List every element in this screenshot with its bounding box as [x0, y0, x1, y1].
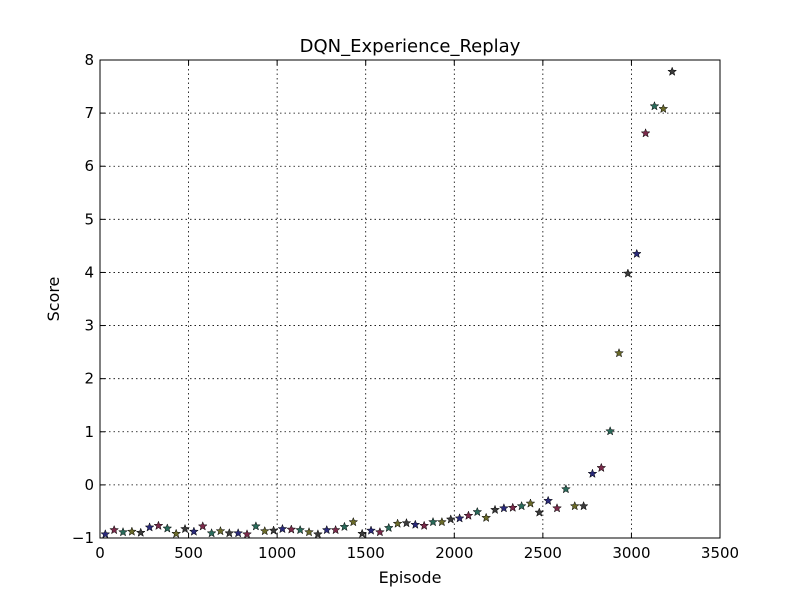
- data-point: [268, 525, 279, 535]
- data-point: [135, 527, 146, 537]
- data-point: [224, 528, 235, 538]
- y-tick-label: 7: [84, 104, 94, 122]
- data-point: [614, 347, 624, 358]
- data-point: [525, 498, 536, 508]
- data-point: [401, 517, 412, 528]
- data-point: [233, 528, 244, 538]
- data-point: [543, 495, 554, 506]
- data-point: [445, 514, 456, 524]
- data-point: [180, 523, 190, 534]
- y-tick-labels: −1 0 1 2 3 4 5 6 7 8: [72, 51, 94, 547]
- data-point: [153, 520, 164, 531]
- data-point: [126, 526, 137, 536]
- data-point: [463, 510, 474, 520]
- data-point: [206, 528, 217, 538]
- data-point: [578, 500, 589, 511]
- grid-lines: [100, 60, 720, 538]
- chart-title: DQN_Experience_Replay: [300, 36, 521, 57]
- data-point: [552, 503, 562, 513]
- data-point: [658, 103, 669, 114]
- plot-area-frame: [99, 59, 721, 539]
- data-point: [259, 525, 270, 536]
- data-point: [312, 529, 323, 539]
- y-tick-label: 6: [84, 157, 94, 175]
- data-point: [587, 468, 598, 478]
- x-tick-label: 3000: [612, 544, 650, 562]
- data-point: [295, 524, 306, 535]
- data-point: [490, 504, 500, 515]
- data-point: [498, 503, 509, 513]
- x-tick-label: 1500: [347, 544, 385, 562]
- x-tick-label: 2000: [435, 544, 473, 562]
- data-point: [454, 513, 465, 523]
- data-point: [321, 524, 332, 535]
- data-point: [507, 502, 518, 512]
- y-axis-title: Score: [44, 277, 63, 322]
- data-point: [640, 128, 651, 138]
- data-point: [242, 529, 252, 539]
- x-tick-label: 1000: [258, 544, 296, 562]
- data-point: [436, 516, 447, 527]
- x-tick-label: 2500: [524, 544, 562, 562]
- data-point: [472, 506, 483, 517]
- y-tick-label: 5: [84, 210, 94, 228]
- data-point: [100, 529, 111, 539]
- data-point: [330, 524, 341, 535]
- data-point: [374, 526, 385, 537]
- x-tick-label: 3500: [701, 544, 739, 562]
- data-point: [277, 523, 288, 534]
- data-point: [622, 268, 633, 278]
- data-point: [188, 526, 199, 536]
- data-point: [162, 523, 173, 533]
- axis-ticks: [99, 59, 721, 539]
- data-point: [631, 248, 642, 259]
- data-point: [339, 521, 350, 532]
- x-tick-label: 0: [95, 544, 105, 562]
- data-point: [144, 522, 155, 532]
- data-point: [516, 500, 527, 511]
- data-point: [596, 462, 607, 473]
- x-tick-labels: 0 500 1000 1500 2000 2500 3000 3500: [95, 544, 739, 562]
- data-point: [428, 516, 438, 527]
- data-point: [560, 483, 571, 494]
- y-tick-label: 0: [84, 476, 94, 494]
- data-point: [419, 520, 430, 531]
- data-point: [366, 525, 376, 535]
- data-point: [605, 426, 616, 436]
- data-point: [250, 521, 261, 531]
- data-point: [215, 525, 226, 536]
- data-point: [171, 528, 182, 538]
- x-axis-title: Episode: [379, 568, 442, 587]
- data-point: [357, 528, 368, 538]
- data-point: [348, 516, 359, 527]
- data-point: [569, 500, 580, 511]
- y-tick-label: 8: [84, 51, 94, 69]
- x-tick-label: 500: [174, 544, 203, 562]
- data-point: [197, 521, 208, 531]
- data-point: [383, 522, 394, 533]
- data-point: [667, 66, 678, 76]
- y-tick-label: −1: [72, 529, 94, 547]
- y-tick-label: 2: [84, 370, 94, 388]
- data-point: [392, 518, 403, 528]
- data-point: [481, 512, 492, 523]
- y-tick-label: 3: [84, 317, 94, 335]
- y-tick-label: 4: [84, 263, 94, 281]
- data-point: [118, 526, 128, 537]
- data-point: [534, 507, 545, 517]
- data-point: [649, 100, 660, 111]
- data-points: [100, 66, 678, 539]
- y-tick-label: 1: [84, 423, 94, 441]
- data-point: [109, 524, 120, 535]
- data-point: [410, 519, 421, 529]
- data-point: [304, 526, 314, 537]
- data-point: [286, 524, 297, 534]
